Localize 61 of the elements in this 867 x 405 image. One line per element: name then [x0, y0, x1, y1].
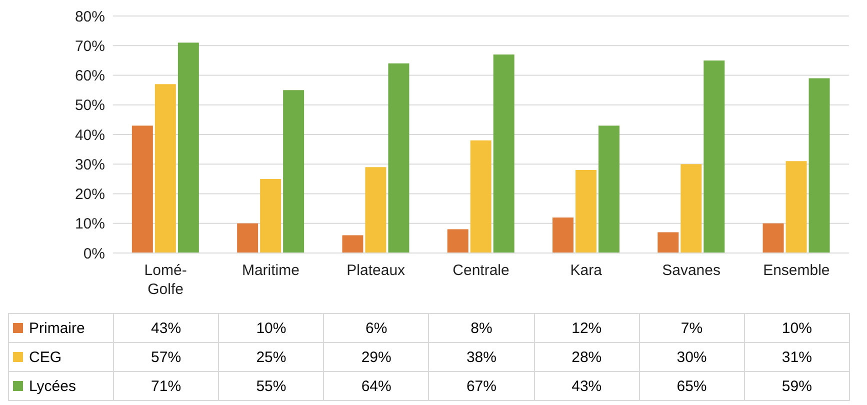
bar [704, 60, 725, 253]
bar [658, 232, 679, 253]
legend-label: CEG [28, 348, 62, 366]
data-label: 64% [324, 372, 429, 400]
x-tick-label: Ensemble [763, 262, 830, 279]
x-tick-label: Maritime [242, 262, 300, 279]
bar [493, 54, 514, 253]
bar [342, 235, 364, 253]
bar [762, 223, 784, 253]
y-tick-label: 30% [74, 156, 105, 174]
y-tick-label: 80% [74, 8, 105, 26]
data-label: 10% [744, 314, 850, 342]
data-label: 29% [324, 342, 429, 372]
bar [598, 126, 620, 253]
data-label: 12% [534, 314, 640, 342]
data-label: 6% [324, 314, 429, 342]
data-label: 43% [114, 314, 219, 342]
bar [365, 167, 386, 253]
data-label: 8% [428, 314, 534, 342]
data-label: 28% [534, 342, 640, 372]
data-label: 43% [534, 372, 640, 400]
legend-label: Primaire [28, 320, 85, 336]
bar [154, 84, 176, 253]
bar [447, 229, 468, 253]
data-label: 10% [218, 314, 324, 342]
bar [786, 161, 807, 253]
bar [237, 223, 258, 253]
y-tick-label: 0% [83, 245, 105, 262]
data-label: 55% [218, 372, 324, 400]
data-label: 65% [639, 372, 744, 400]
y-tick-label: 20% [74, 186, 105, 204]
bar [283, 90, 304, 253]
data-label: 71% [114, 372, 219, 400]
x-tick-label: Kara [570, 262, 603, 279]
bar [260, 178, 282, 253]
data-label: 30% [639, 342, 744, 372]
y-tick-label: 40% [74, 126, 105, 144]
y-tick-label: 50% [74, 97, 105, 114]
y-tick-label: 10% [74, 216, 105, 233]
bar [388, 63, 410, 253]
bar [575, 170, 596, 253]
x-tick-label: Centrale [452, 262, 510, 279]
data-label: 25% [218, 342, 324, 372]
bar [178, 42, 199, 253]
bar [680, 164, 702, 253]
data-label: 7% [639, 314, 744, 342]
x-tick-label: Savanes [662, 262, 720, 279]
data-label: 31% [744, 342, 850, 372]
data-label: 59% [744, 372, 850, 400]
data-label: 67% [428, 372, 534, 400]
bar [552, 217, 574, 253]
y-tick-label: 60% [74, 68, 105, 85]
bar [470, 140, 492, 253]
data-label: 38% [428, 342, 534, 372]
x-tick-label: Plateaux [346, 262, 406, 279]
legend-label: Lycées [28, 378, 76, 394]
bar [132, 126, 153, 253]
bar [808, 78, 830, 253]
y-tick-label: 70% [74, 38, 105, 55]
data-label: 57% [114, 342, 219, 372]
x-tick-label: Lomé-Golfe [144, 262, 187, 298]
